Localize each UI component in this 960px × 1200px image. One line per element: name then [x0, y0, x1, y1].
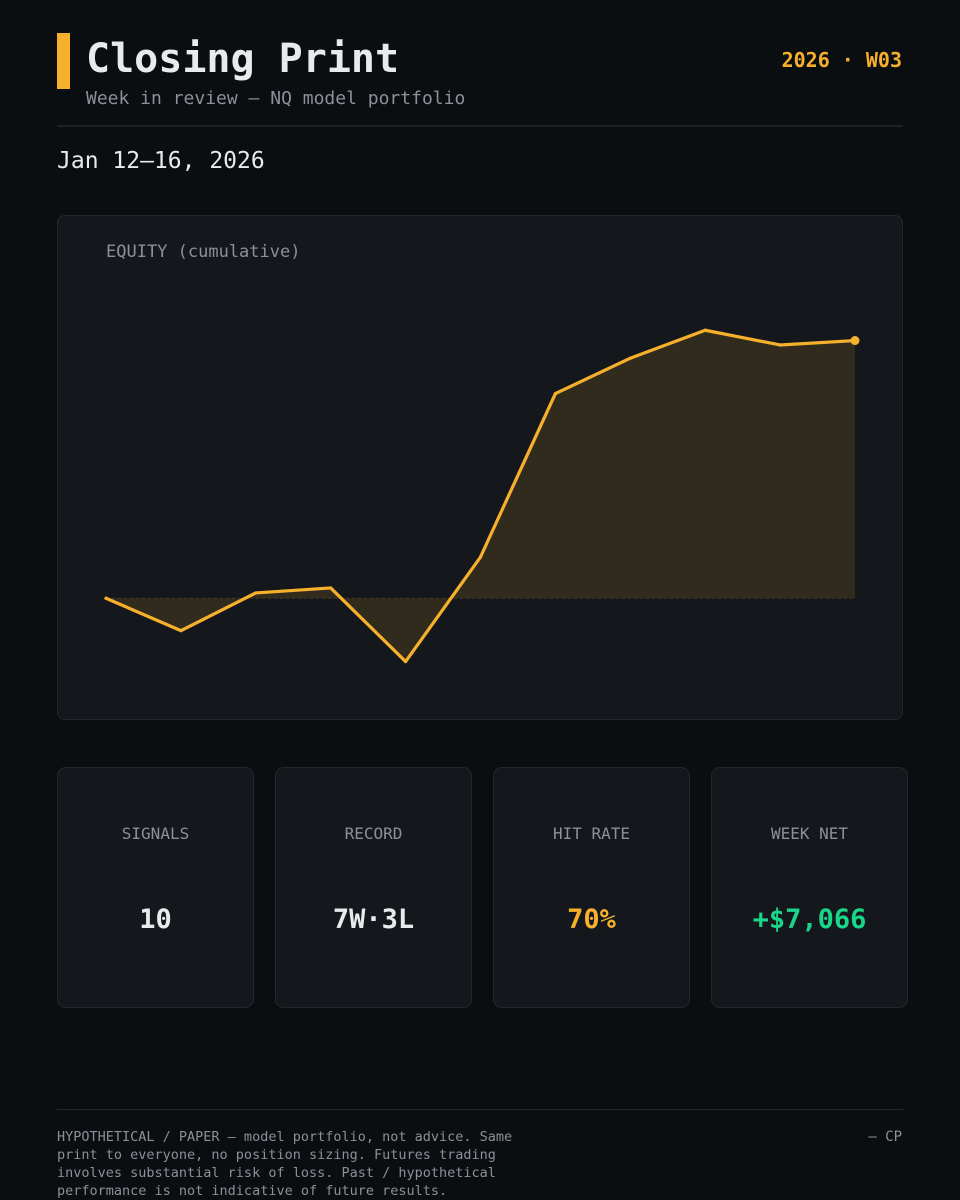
equity-point: [254, 591, 258, 595]
page-subtitle: Week in review — NQ model portfolio: [86, 88, 466, 109]
equity-point: [553, 391, 557, 396]
stat-card-signals: SIGNALS 10: [57, 767, 254, 1008]
date-range: Jan 12–16, 2026: [57, 148, 265, 174]
stat-card-week-net: WEEK NET +$7,066: [711, 767, 908, 1008]
equity-end-marker: [850, 336, 860, 346]
footer-divider: [57, 1109, 903, 1110]
stat-value: +$7,066: [752, 904, 867, 935]
equity-point: [404, 659, 408, 664]
equity-point: [628, 356, 632, 360]
header-divider: [57, 125, 903, 127]
stat-value: 7W·3L: [332, 904, 415, 935]
signature: — CP: [868, 1129, 902, 1145]
equity-point: [104, 596, 108, 600]
stat-label: HIT RATE: [552, 824, 631, 843]
stat-card-hit-rate: HIT RATE 70%: [493, 767, 690, 1008]
equity-chart-card: EQUITY (cumulative): [57, 215, 903, 720]
stat-card-record: RECORD 7W·3L: [275, 767, 472, 1008]
stat-label: RECORD: [344, 824, 403, 843]
stat-value: 10: [139, 904, 172, 935]
equity-point: [703, 328, 707, 332]
equity-point: [478, 555, 483, 559]
equity-point: [778, 343, 782, 347]
equity-chart: [104, 328, 860, 664]
equity-area-fill: [106, 330, 855, 662]
stat-label: SIGNALS: [121, 824, 190, 843]
page-title: Closing Print: [86, 36, 400, 82]
equity-point: [179, 629, 183, 633]
brand-accent-bar: [57, 33, 70, 89]
stat-label: WEEK NET: [770, 824, 849, 843]
chart-title: EQUITY (cumulative): [106, 242, 301, 262]
disclaimer-text: HYPOTHETICAL / PAPER — model portfolio, …: [57, 1129, 513, 1199]
equity-point: [329, 586, 333, 590]
week-label: 2026 · W03: [781, 48, 902, 72]
stat-value: 70%: [567, 904, 616, 935]
